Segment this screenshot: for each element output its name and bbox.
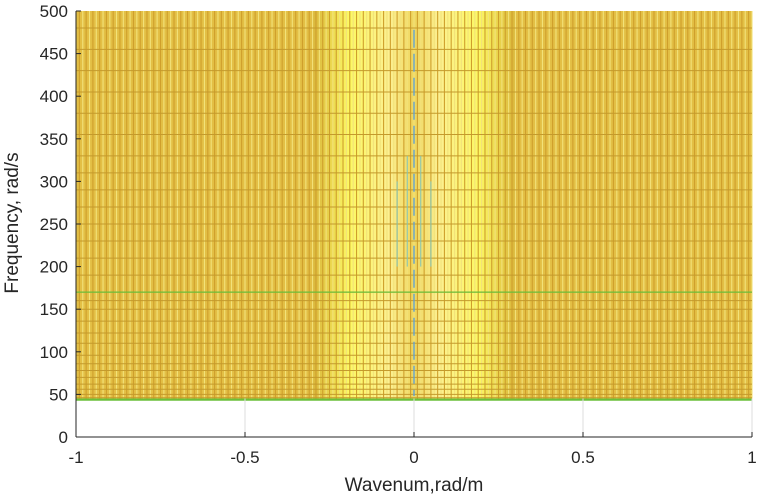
x-tick-label: 1 (747, 448, 756, 467)
y-tick-label: 400 (40, 87, 68, 106)
y-tick-label: 100 (40, 343, 68, 362)
y-tick-label: 200 (40, 258, 68, 277)
x-gridlines (75, 398, 753, 437)
y-tick-label: 250 (40, 215, 68, 234)
y-tick-label: 150 (40, 300, 68, 319)
y-tick-label: 300 (40, 172, 68, 191)
x-tick-labels: -1 -0.5 0 0.5 1 (68, 448, 756, 467)
x-tick-label: 0.5 (571, 448, 595, 467)
y-tick-label: 450 (40, 45, 68, 64)
axes (75, 10, 753, 438)
y-tick-labels: 0 50 100 150 200 250 300 350 400 450 500 (40, 2, 68, 447)
x-axis-label: Wavenum,rad/m (345, 475, 484, 496)
y-tick-label: 500 (40, 2, 68, 21)
y-tick-label: 50 (49, 385, 68, 404)
y-tick-label: 0 (59, 428, 68, 447)
x-tick-label: -1 (68, 448, 83, 467)
dispersion-mesh (75, 11, 753, 401)
x-tick-label: 0 (409, 448, 418, 467)
y-tick-label: 350 (40, 130, 68, 149)
y-axis-label: Frequency, rad/s (2, 152, 23, 293)
x-tick-label: -0.5 (230, 448, 259, 467)
